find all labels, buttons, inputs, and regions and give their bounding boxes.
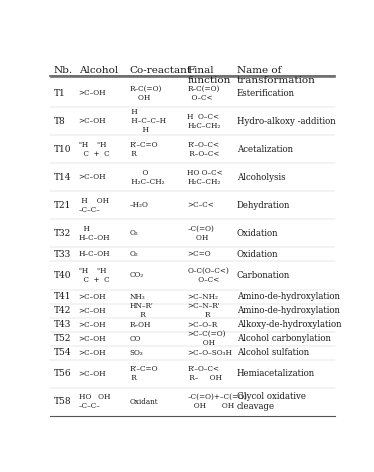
Text: CO: CO	[129, 335, 141, 343]
Text: O₂: O₂	[129, 251, 138, 259]
Text: Glycol oxidative
cleavage: Glycol oxidative cleavage	[237, 392, 306, 412]
Text: Hemiacetalization: Hemiacetalization	[237, 369, 315, 378]
Text: Final
function: Final function	[187, 66, 231, 85]
Text: HN–R’
     R: HN–R’ R	[129, 302, 153, 319]
Text: Hydro-alkoxy -addition: Hydro-alkoxy -addition	[237, 117, 335, 126]
Text: Carbonation: Carbonation	[237, 271, 290, 280]
Text: R–C(=O)
  O–C<: R–C(=O) O–C<	[187, 84, 220, 102]
Text: NH₃: NH₃	[129, 293, 145, 301]
Text: Oxidant: Oxidant	[129, 398, 158, 406]
Text: Name of
transformation: Name of transformation	[237, 66, 316, 85]
Text: R’–O–C<
 R–     OH: R’–O–C< R– OH	[187, 365, 222, 382]
Text: >C–O–R: >C–O–R	[187, 320, 218, 329]
Text: >C–OH: >C–OH	[79, 173, 106, 181]
Text: >C=O: >C=O	[187, 251, 211, 259]
Text: CO₂: CO₂	[129, 271, 144, 279]
Text: O
 H₂C–CH₂: O H₂C–CH₂	[129, 169, 165, 186]
Text: ᵒH    ᵒH
  C  +  C: ᵒH ᵒH C + C	[79, 141, 109, 158]
Text: ᵒH    ᵒH
  C  +  C: ᵒH ᵒH C + C	[79, 267, 109, 284]
Text: >C–OH: >C–OH	[79, 335, 106, 343]
Text: T32: T32	[54, 229, 71, 238]
Text: T1: T1	[54, 89, 66, 98]
Text: T54: T54	[54, 348, 72, 357]
Text: R’–O–C<
 R–O–C<: R’–O–C< R–O–C<	[187, 141, 220, 158]
Text: Nb.: Nb.	[54, 66, 73, 75]
Text: >C–C<: >C–C<	[187, 202, 214, 210]
Text: –C(=O)
    OH: –C(=O) OH	[187, 225, 214, 242]
Text: Alcohol: Alcohol	[79, 66, 118, 75]
Text: R–C(=O)
    OH: R–C(=O) OH	[129, 84, 162, 102]
Text: >C–OH: >C–OH	[79, 320, 106, 329]
Text: T52: T52	[54, 334, 71, 343]
Text: H    OH
–C–C–: H OH –C–C–	[79, 197, 109, 214]
Text: Co-reactant: Co-reactant	[129, 66, 191, 75]
Text: O–C(O–C<)
     O–C<: O–C(O–C<) O–C<	[187, 267, 229, 284]
Text: Alcoholysis: Alcoholysis	[237, 173, 285, 182]
Text: T33: T33	[54, 250, 71, 259]
Text: >C–N–R’
        R: >C–N–R’ R	[187, 302, 220, 319]
Text: T14: T14	[54, 173, 71, 182]
Text: >C–OH: >C–OH	[79, 349, 106, 357]
Text: R’–C=O
 R: R’–C=O R	[129, 141, 158, 158]
Text: >C–O–SO₃H: >C–O–SO₃H	[187, 349, 232, 357]
Text: T42: T42	[54, 306, 71, 315]
Text: Oxidation: Oxidation	[237, 250, 278, 259]
Text: T43: T43	[54, 320, 71, 329]
Text: HO O–C<
H₂C–CH₂: HO O–C< H₂C–CH₂	[187, 169, 223, 186]
Text: >C–OH: >C–OH	[79, 89, 106, 97]
Text: T58: T58	[54, 397, 72, 406]
Text: –H₂O: –H₂O	[129, 202, 148, 210]
Text: Alcohol sulfation: Alcohol sulfation	[237, 348, 309, 357]
Text: T56: T56	[54, 369, 72, 378]
Text: >C–OH: >C–OH	[79, 117, 106, 125]
Text: Oxidation: Oxidation	[237, 229, 278, 238]
Text: T10: T10	[54, 145, 71, 154]
Text: Dehydration: Dehydration	[237, 201, 290, 210]
Text: >C–OH: >C–OH	[79, 370, 106, 378]
Text: R’–C=O
 R: R’–C=O R	[129, 365, 158, 382]
Text: H
H–C–OH: H H–C–OH	[79, 225, 110, 242]
Text: Acetalization: Acetalization	[237, 145, 292, 154]
Text: H–C–OH: H–C–OH	[79, 251, 110, 259]
Text: T40: T40	[54, 271, 71, 280]
Text: HO   OH
–C–C–: HO OH –C–C–	[79, 393, 110, 410]
Text: R–OH: R–OH	[129, 320, 151, 329]
Text: Amino-de-hydroxylation: Amino-de-hydroxylation	[237, 306, 340, 315]
Text: Alcohol carbonylation: Alcohol carbonylation	[237, 334, 331, 343]
Text: >C–OH: >C–OH	[79, 293, 106, 301]
Text: >C–OH: >C–OH	[79, 306, 106, 314]
Text: Amino-de-hydroxylation: Amino-de-hydroxylation	[237, 292, 340, 301]
Text: T41: T41	[54, 292, 71, 301]
Text: O₂: O₂	[129, 229, 138, 237]
Text: H  O–C<
H₂C–CH₂: H O–C< H₂C–CH₂	[187, 113, 221, 130]
Text: SO₃: SO₃	[129, 349, 143, 357]
Text: T21: T21	[54, 201, 71, 210]
Text: >C–C(=O)
       OH: >C–C(=O) OH	[187, 330, 226, 347]
Text: Alkoxy-de-hydroxylation: Alkoxy-de-hydroxylation	[237, 320, 341, 329]
Text: Esterification: Esterification	[237, 89, 295, 98]
Text: T8: T8	[54, 117, 66, 126]
Text: >C–NH₂: >C–NH₂	[187, 293, 218, 301]
Text: –C(=O)+–C(=O)
   OH       OH: –C(=O)+–C(=O) OH OH	[187, 393, 247, 410]
Text: H
 H–C–C–H
      H: H H–C–C–H H	[129, 108, 166, 135]
